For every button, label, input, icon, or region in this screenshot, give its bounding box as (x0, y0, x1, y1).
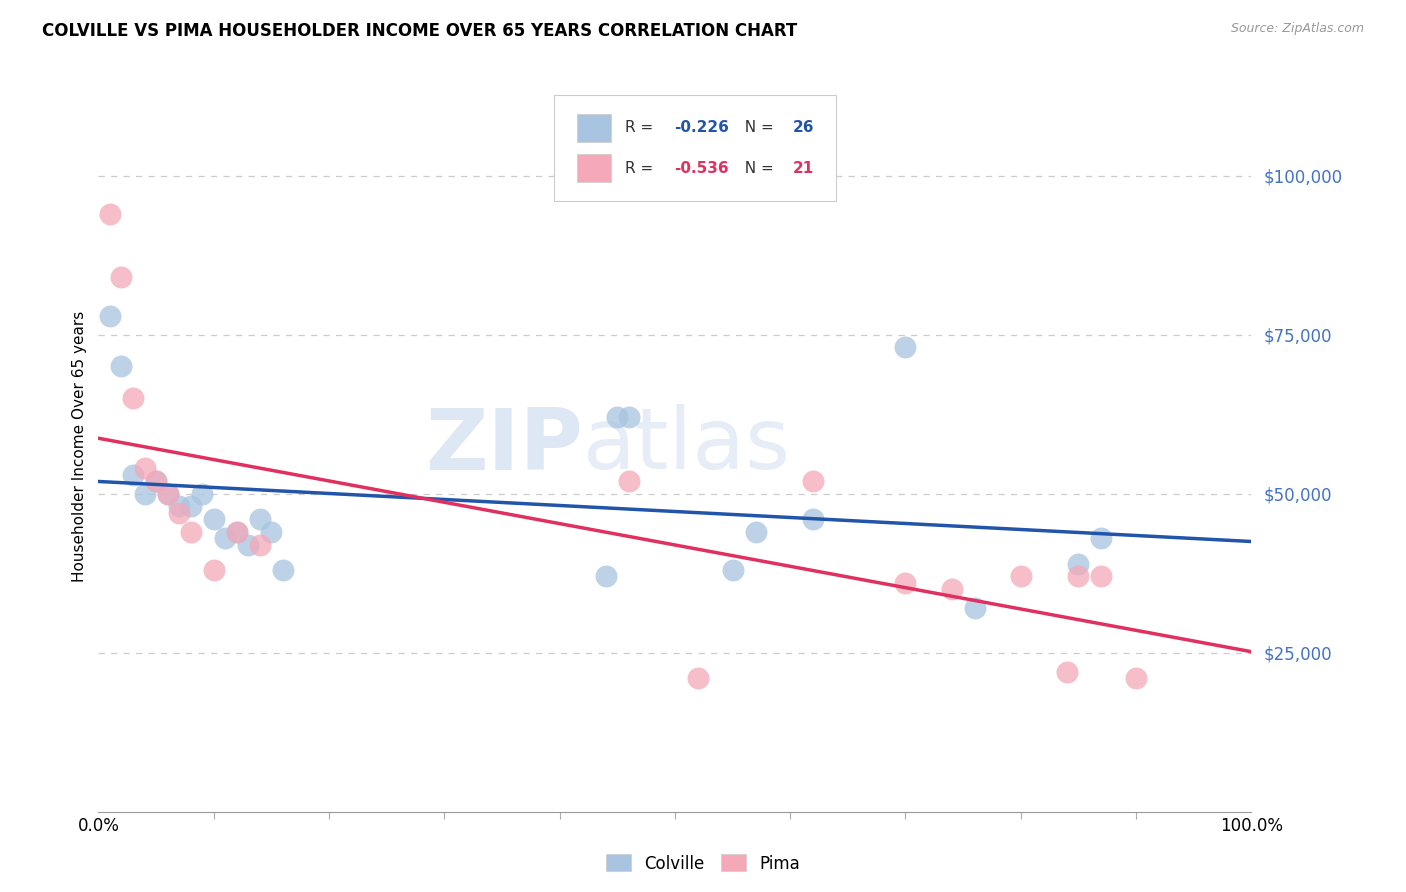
Point (1090, 569, 1112, 583)
Point (801, 474, 824, 488)
Point (721, 563, 744, 577)
Point (1010, 569, 1032, 583)
Text: R =: R = (626, 161, 658, 176)
FancyBboxPatch shape (554, 95, 837, 201)
Point (617, 410, 640, 425)
Bar (576, 114, 612, 142)
Point (1067, 557, 1090, 571)
Point (214, 531, 236, 545)
Bar (576, 154, 612, 182)
Point (98, 309, 121, 323)
Text: Source: ZipAtlas.com: Source: ZipAtlas.com (1230, 22, 1364, 36)
Point (249, 538, 271, 552)
Point (1090, 531, 1112, 545)
Point (260, 524, 283, 539)
Point (156, 486, 179, 500)
Text: -0.226: -0.226 (673, 120, 728, 136)
Point (156, 486, 179, 500)
Point (98, 207, 121, 221)
Point (606, 410, 628, 425)
Point (225, 524, 247, 539)
Point (1056, 665, 1078, 679)
Point (180, 524, 202, 539)
Point (1125, 671, 1147, 685)
Point (180, 500, 202, 514)
Text: atlas: atlas (582, 404, 790, 488)
Point (744, 524, 766, 539)
Text: -0.536: -0.536 (673, 161, 728, 176)
Point (191, 486, 214, 500)
Text: N =: N = (735, 120, 779, 136)
Point (145, 474, 167, 488)
Point (122, 392, 145, 406)
Point (894, 340, 917, 354)
Point (801, 512, 824, 526)
Point (202, 563, 225, 577)
Point (963, 601, 986, 615)
Text: R =: R = (626, 120, 658, 136)
Point (167, 506, 190, 520)
Point (145, 474, 167, 488)
Point (686, 671, 709, 685)
Text: 21: 21 (793, 161, 814, 176)
Text: ZIP: ZIP (425, 404, 582, 488)
Point (202, 512, 225, 526)
Point (595, 569, 617, 583)
Text: 26: 26 (793, 120, 814, 136)
Point (110, 359, 132, 374)
Point (110, 270, 132, 285)
Text: COLVILLE VS PIMA HOUSEHOLDER INCOME OVER 65 YEARS CORRELATION CHART: COLVILLE VS PIMA HOUSEHOLDER INCOME OVER… (42, 22, 797, 40)
Point (134, 486, 156, 500)
Point (225, 524, 247, 539)
Y-axis label: Householder Income Over 65 years: Householder Income Over 65 years (72, 310, 87, 582)
Point (271, 563, 294, 577)
Text: N =: N = (735, 161, 779, 176)
Point (894, 575, 917, 590)
Point (249, 512, 271, 526)
Point (617, 474, 640, 488)
Legend: Colville, Pima: Colville, Pima (599, 847, 807, 880)
Point (167, 500, 190, 514)
Point (134, 461, 156, 475)
Point (122, 467, 145, 482)
Point (1067, 569, 1090, 583)
Point (238, 538, 260, 552)
Point (941, 582, 963, 596)
